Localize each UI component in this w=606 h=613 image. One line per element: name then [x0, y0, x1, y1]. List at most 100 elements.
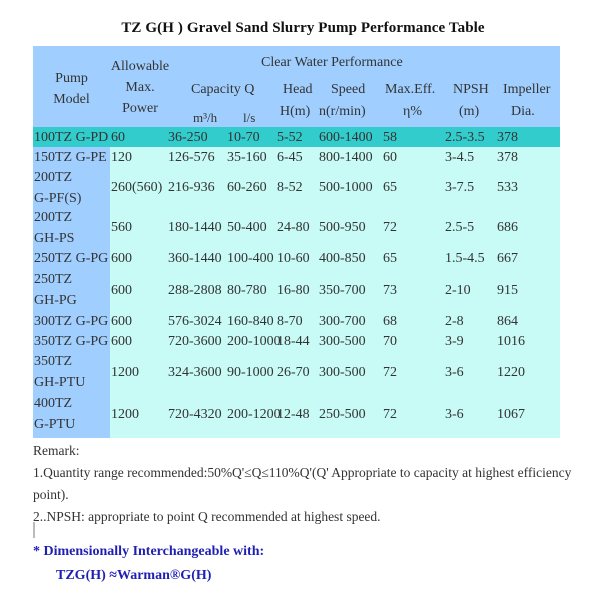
table-row: 100TZ G-PD 60 36-250 10-70 5-52 600-1400 58 2.5…	[33, 127, 560, 147]
cell-cap: 36-250	[168, 129, 208, 145]
cell-dia: 1067	[497, 406, 525, 422]
cell-model: 400TZ G-PTU	[34, 393, 75, 435]
remarks-section: Remark: 1.Quantity range recommended:50%…	[33, 440, 573, 528]
cell-power: 600	[111, 282, 132, 298]
cell-power: 60	[111, 129, 125, 145]
remarks-label: Remark:	[33, 443, 80, 458]
table-row: 200TZ G-PF(S) 260(560) 216-936 60-260 8-52 500…	[33, 167, 560, 207]
cell-cap: 126-576	[168, 149, 215, 165]
cell-model: 200TZ G-PF(S)	[34, 167, 81, 209]
table-row: 400TZ G-PTU 1200 720-4320 200-1200 12-48 250-5…	[33, 393, 560, 435]
header-head-unit: H(m)	[280, 104, 311, 119]
cell-head: 10-60	[277, 250, 310, 266]
cell-npsh: 3-7.5	[445, 179, 475, 195]
cell-eff: 65	[383, 179, 397, 195]
cell-speed: 300-700	[319, 313, 366, 329]
cell-model-line: GH-PS	[34, 231, 75, 246]
cell-model-line: 250TZ G-PG	[34, 250, 109, 266]
cell-head: 5-52	[277, 129, 303, 145]
table-row: 350TZ GH-PTU 1200 324-3600 90-1000 26-70 300-5…	[33, 351, 560, 393]
cell-speed: 500-1000	[319, 179, 373, 195]
cell-npsh: 3-4.5	[445, 149, 475, 165]
cell-head: 6-45	[277, 149, 303, 165]
cell-ls: 60-260	[227, 179, 267, 195]
cell-model: 250TZ G-PG	[34, 248, 108, 269]
cell-power: 560	[111, 219, 132, 235]
cell-model-line: 400TZ	[34, 396, 73, 411]
cell-eff: 60	[383, 149, 397, 165]
cell-head: 12-48	[277, 406, 310, 422]
highlighted-row	[33, 127, 560, 147]
cell-speed: 250-500	[319, 406, 366, 422]
table-row: 250TZ GH-PG 600 288-2808 80-780 16-80 350-700 7…	[33, 269, 560, 311]
cell-npsh: 1.5-4.5	[445, 250, 485, 266]
interchangeable-note: * Dimensionally Interchangeable with:	[33, 544, 265, 559]
cell-ls: 200-1200	[227, 406, 281, 422]
cell-head: 24-80	[277, 219, 310, 235]
cell-npsh: 2-8	[445, 313, 464, 329]
cell-npsh: 3-6	[445, 406, 464, 422]
header-npsh-unit: (m)	[459, 104, 480, 119]
table-row: 150TZ G-PE 120 126-576 35-160 6-45 800-1400 60…	[33, 147, 560, 167]
cell-npsh: 2.5-3.5	[445, 129, 485, 145]
cell-npsh: 3-6	[445, 364, 464, 380]
cell-ls: 80-780	[227, 282, 267, 298]
header-impeller: Impeller	[503, 82, 551, 97]
cell-eff: 70	[383, 333, 397, 349]
page-title: TZ G(H ) Gravel Sand Slurry Pump Perform…	[121, 20, 485, 36]
cell-speed: 500-950	[319, 219, 366, 235]
cell-head: 26-70	[277, 364, 310, 380]
cell-eff: 72	[383, 219, 397, 235]
cell-model-line: G-PTU	[34, 417, 76, 432]
remark-2: 2..NPSH: appropriate to point Q recommen…	[33, 509, 381, 524]
header-allowable-label: Allowable	[110, 59, 170, 74]
cell-model-line: GH-PG	[34, 293, 77, 308]
cell-eff: 68	[383, 313, 397, 329]
table-row: 250TZ G-PG 600 360-1440 100-400 10-60 400-850…	[33, 247, 560, 269]
header-head: Head	[283, 82, 313, 97]
cell-power: 1200	[111, 406, 139, 422]
cell-dia: 533	[497, 179, 518, 195]
header-clear-water: Clear Water Performance	[261, 55, 403, 70]
cell-speed: 400-850	[319, 250, 366, 266]
cell-model-line: G-PF(S)	[34, 191, 82, 206]
cell-ls: 90-1000	[227, 364, 274, 380]
cell-dia: 1220	[497, 364, 525, 380]
cell-cap: 288-2808	[168, 282, 222, 298]
cell-head: 8-70	[277, 313, 303, 329]
header-impeller-dia: Dia.	[511, 104, 535, 119]
cell-eff: 65	[383, 250, 397, 266]
cell-ls: 100-400	[227, 250, 274, 266]
cell-model: 250TZ GH-PG	[34, 269, 77, 311]
cell-cap: 324-3600	[168, 364, 222, 380]
cell-cap: 720-3600	[168, 333, 222, 349]
cell-power: 120	[111, 149, 132, 165]
cell-ls: 50-400	[227, 219, 267, 235]
cell-eff: 72	[383, 406, 397, 422]
cell-dia: 686	[497, 219, 518, 235]
interchangeable-models: TZG(H) ≈Warman®G(H)	[56, 568, 212, 583]
model-column	[33, 127, 110, 438]
cell-cap: 180-1440	[168, 219, 222, 235]
cell-power: 260(560)	[111, 179, 163, 195]
cell-ls: 160-840	[227, 313, 274, 329]
cell-speed: 350-700	[319, 282, 366, 298]
header-npsh: NPSH	[453, 82, 489, 97]
header-capacity: Capacity Q	[191, 82, 255, 97]
header-capacity-ls: l/s	[243, 110, 256, 125]
cell-eff: 58	[383, 129, 397, 145]
cell-cap: 576-3024	[168, 313, 222, 329]
cell-model-line: GH-PTU	[34, 375, 86, 390]
cell-model-line: 350TZ	[34, 354, 73, 369]
cell-model-line: 150TZ G-PE	[34, 149, 107, 165]
cell-ls: 35-160	[227, 149, 267, 165]
header-pump-model: Pump Model	[33, 68, 110, 110]
cell-ls: 200-1000	[227, 333, 281, 349]
cell-speed: 300-500	[319, 333, 366, 349]
cell-model: 200TZ GH-PS	[34, 207, 74, 249]
performance-table: Pump Model Allowable Max. Power Clear Wa…	[33, 46, 560, 438]
cell-dia: 378	[497, 149, 518, 165]
cell-cap: 360-1440	[168, 250, 222, 266]
cell-power: 1200	[111, 364, 139, 380]
cell-head: 8-52	[277, 179, 303, 195]
